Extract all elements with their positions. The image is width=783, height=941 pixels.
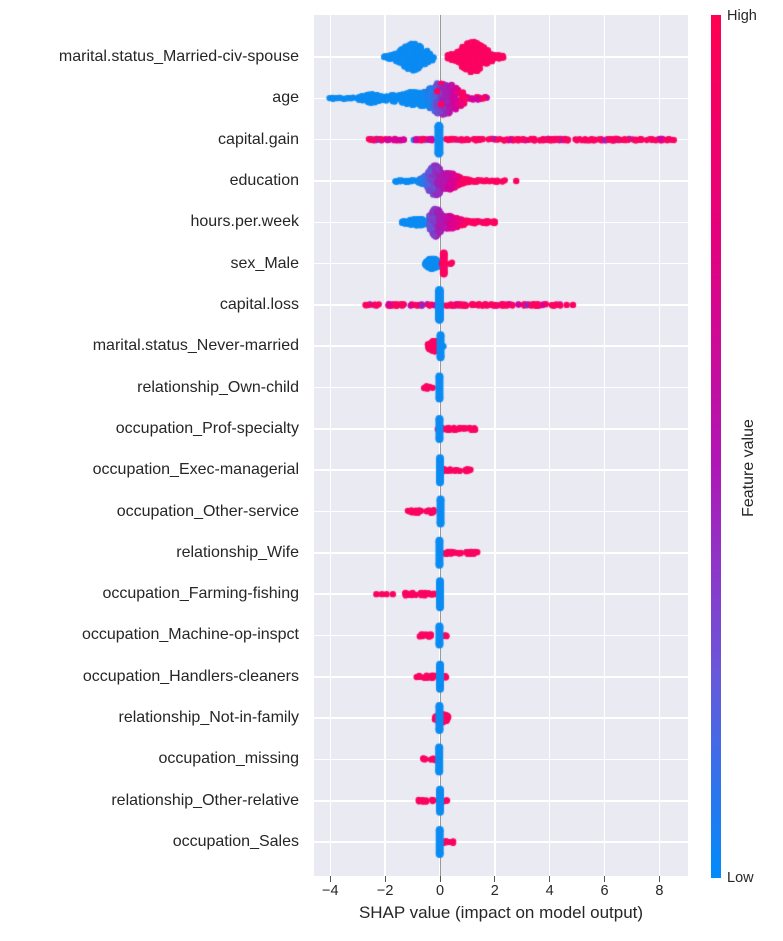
x-tick-mark (658, 876, 660, 882)
x-axis-title: SHAP value (impact on model output) (358, 903, 644, 922)
y-axis-label: capital.gain (218, 130, 299, 148)
y-axis-label: relationship_Own-child (137, 378, 299, 396)
y-axis-label: occupation_Prof-specialty (115, 419, 299, 437)
x-tick-label: 8 (655, 883, 664, 899)
y-axis-label: marital.status_Married-civ-spouse (58, 48, 299, 65)
y-axis-label: marital.status_Never-married (92, 337, 299, 355)
y-axis-label: occupation_Other-service (116, 502, 299, 520)
y-axis-label: hours.per.week (190, 213, 299, 231)
x-tick-mark (329, 876, 331, 882)
y-axis-label: age (272, 89, 299, 107)
y-axis-label: occupation_Sales (172, 833, 299, 851)
x-tick-label: 6 (600, 883, 609, 899)
x-tick-label: 0 (435, 883, 445, 899)
y-axis-label: capital.loss (219, 295, 299, 313)
x-tick-label: 2 (490, 883, 499, 899)
x-tick-mark (439, 876, 441, 882)
y-axis-label: sex_Male (230, 254, 299, 272)
colorbar-gradient (711, 15, 721, 878)
y-axis-label: occupation_missing (158, 750, 299, 768)
x-tick-mark (494, 876, 496, 882)
colorbar-low-label: Low (727, 870, 754, 886)
x-axis: −4 −2 0 2 4 6 8 (314, 876, 688, 910)
y-axis-label: occupation_Exec-managerial (92, 461, 299, 479)
x-tick-mark (384, 876, 386, 882)
y-axis-label: relationship_Wife (176, 543, 299, 561)
x-tick-label: −2 (376, 883, 394, 899)
x-tick-mark (604, 876, 606, 882)
x-tick-label: −4 (322, 883, 339, 899)
y-axis-label: relationship_Other-relative (111, 791, 299, 809)
y-axis-label: education (229, 171, 299, 189)
y-axis-label: relationship_Not-in-family (118, 709, 299, 727)
beeswarm-canvas (314, 15, 688, 876)
colorbar-title: Feature value (740, 419, 757, 517)
x-tick-mark (549, 876, 551, 882)
plot-area (314, 15, 688, 876)
y-axis-label: occupation_Farming-fishing (102, 585, 299, 603)
colorbar-high-label: High (727, 8, 757, 24)
y-axis-label: occupation_Machine-op-inspct (81, 626, 299, 644)
y-axis-label: occupation_Handlers-cleaners (82, 667, 299, 685)
x-tick-label: 4 (545, 883, 554, 899)
